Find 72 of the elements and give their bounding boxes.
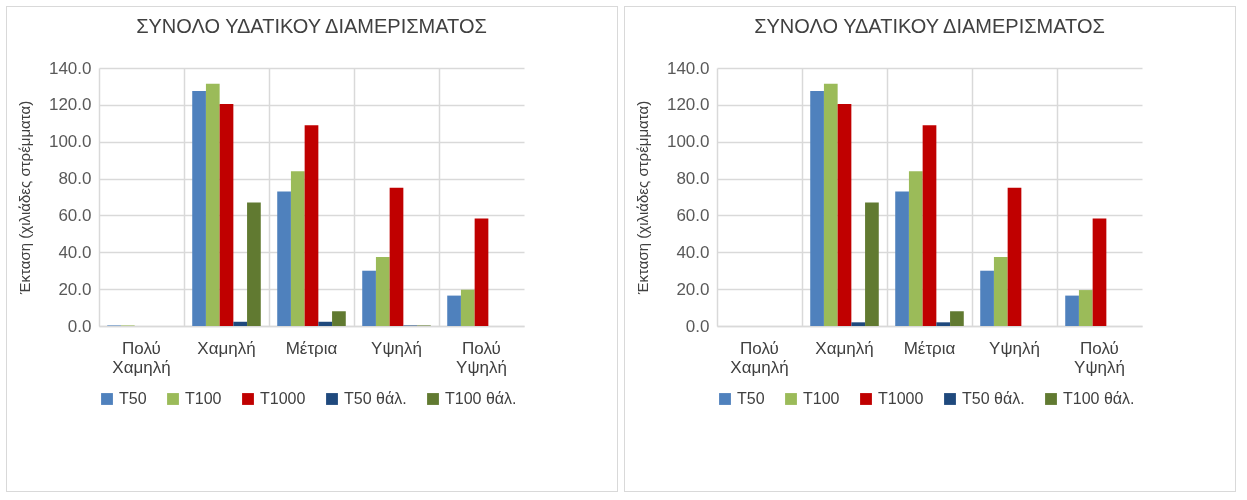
bar bbox=[1065, 295, 1079, 326]
legend-label: T50 bbox=[737, 390, 765, 407]
y-tick-label: 0.0 bbox=[67, 316, 92, 336]
bar bbox=[922, 125, 937, 326]
bar bbox=[447, 295, 461, 326]
bar bbox=[823, 83, 838, 326]
x-tick-label: Πολύ Χαμηλή bbox=[112, 338, 171, 377]
bar bbox=[304, 125, 319, 326]
bar bbox=[895, 191, 909, 326]
y-tick-label: 0.0 bbox=[685, 316, 710, 336]
bar bbox=[247, 202, 261, 326]
bar bbox=[1078, 290, 1093, 326]
y-tick-label: 120.0 bbox=[48, 95, 92, 115]
bar bbox=[1007, 187, 1022, 326]
bar bbox=[205, 83, 220, 326]
y-tick-label: 40.0 bbox=[676, 242, 710, 262]
x-tick-label: Χαμηλή bbox=[197, 338, 256, 358]
y-tick-label: 60.0 bbox=[58, 205, 92, 225]
chart-title: ΣΥΝΟΛΟ ΥΔΑΤΙΚΟΥ ΔΙΑΜΕΡΙΣΜΑΤΟΣ bbox=[754, 15, 1105, 37]
bar bbox=[936, 322, 951, 326]
bar bbox=[290, 171, 305, 326]
legend-label: T100 θάλ. bbox=[1063, 390, 1135, 407]
bar bbox=[233, 321, 248, 326]
y-axis-title: Έκταση (χιλιάδες στρέμματα) bbox=[15, 100, 33, 296]
x-tick-label: Μέτρια bbox=[903, 338, 956, 358]
chart-title: ΣΥΝΟΛΟ ΥΔΑΤΙΚΟΥ ΔΙΑΜΕΡΙΣΜΑΤΟΣ bbox=[136, 15, 487, 37]
y-tick-label: 40.0 bbox=[58, 242, 92, 262]
bar bbox=[908, 171, 923, 326]
bar bbox=[980, 270, 994, 326]
legend-label: T100 θάλ. bbox=[445, 390, 517, 407]
bar bbox=[1092, 218, 1107, 326]
bar bbox=[474, 218, 489, 326]
bar bbox=[993, 256, 1008, 326]
y-tick-label: 20.0 bbox=[58, 279, 92, 299]
y-tick-label: 80.0 bbox=[58, 169, 92, 189]
bar bbox=[332, 311, 346, 326]
legend-label: T50 θάλ. bbox=[344, 390, 407, 407]
y-axis-title: Έκταση (χιλιάδες στρέμματα) bbox=[633, 100, 651, 296]
y-tick-label: 60.0 bbox=[676, 205, 710, 225]
x-tick-label: Πολύ Υψηλή bbox=[1074, 338, 1125, 377]
bar bbox=[192, 91, 206, 326]
legend-label: T50 bbox=[119, 390, 147, 407]
y-tick-label: 100.0 bbox=[666, 132, 710, 152]
x-tick-label: Πολύ Υψηλή bbox=[456, 338, 507, 377]
x-tick-label: Μέτρια bbox=[285, 338, 338, 358]
legend-label: T100 bbox=[803, 390, 840, 407]
bar bbox=[837, 103, 852, 326]
bar bbox=[389, 187, 404, 326]
legend-label: T1000 bbox=[878, 390, 924, 407]
bar bbox=[810, 91, 824, 326]
y-tick-label: 20.0 bbox=[676, 279, 710, 299]
y-tick-label: 80.0 bbox=[676, 169, 710, 189]
bar bbox=[219, 103, 234, 326]
y-tick-label: 100.0 bbox=[48, 132, 92, 152]
legend-label: T50 θάλ. bbox=[962, 390, 1025, 407]
y-tick-label: 140.0 bbox=[48, 58, 92, 78]
bar bbox=[950, 311, 964, 326]
y-tick-label: 140.0 bbox=[666, 58, 710, 78]
bar bbox=[851, 322, 866, 326]
legend-label: T100 bbox=[185, 390, 222, 407]
x-tick-label: Υψηλή bbox=[989, 338, 1040, 358]
bar bbox=[375, 256, 390, 326]
x-tick-label: Υψηλή bbox=[371, 338, 422, 358]
legend-label: T1000 bbox=[260, 390, 306, 407]
bar bbox=[277, 191, 291, 326]
bar bbox=[362, 270, 376, 326]
bar bbox=[318, 321, 333, 326]
x-tick-label: Χαμηλή bbox=[815, 338, 874, 358]
x-tick-label: Πολύ Χαμηλή bbox=[730, 338, 789, 377]
y-tick-label: 120.0 bbox=[666, 95, 710, 115]
bar bbox=[460, 289, 475, 326]
bar bbox=[865, 202, 879, 326]
